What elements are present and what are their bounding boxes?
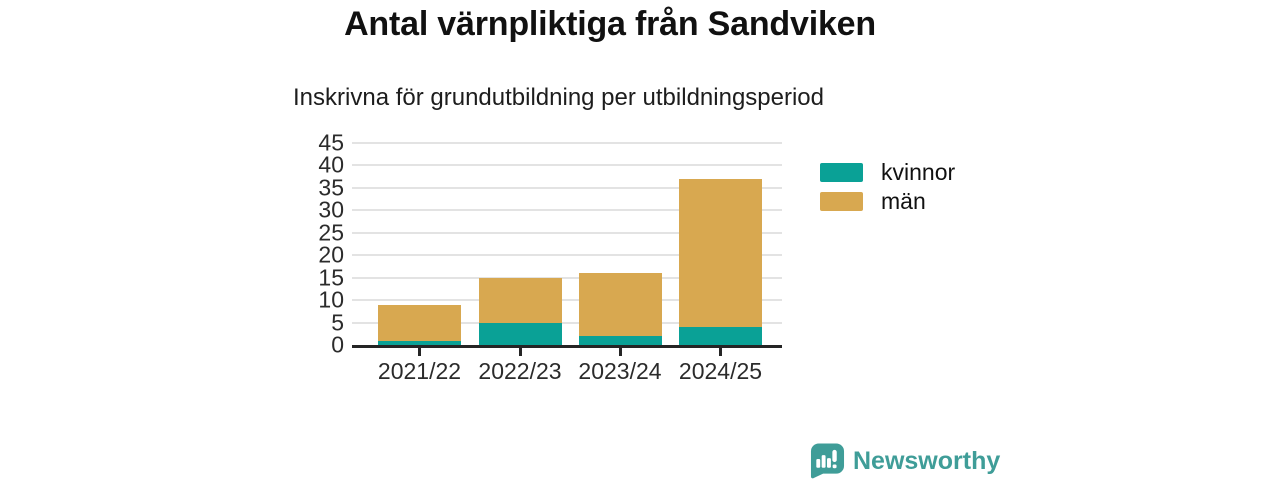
bar-segment-kvinnor [378, 340, 461, 345]
x-axis-tick [418, 348, 421, 356]
legend-swatch-kvinnor [820, 163, 863, 182]
y-axis-tick-label: 40 [318, 151, 344, 178]
y-axis-tick-label: 35 [318, 174, 344, 201]
bar-segment-män [679, 178, 762, 328]
x-axis-tick [618, 348, 622, 356]
plot-area: 0 5 10 15 20 25 30 35 40 45 2021/22 2022/23 2023/24 2… [318, 131, 782, 384]
x-axis-tick-label: 2023/24 [578, 358, 662, 384]
y-axis-tick-label: 5 [331, 309, 344, 336]
bar-segment-kvinnor [478, 322, 562, 345]
x-axis-line [352, 345, 782, 348]
x-axis-tick-label: 2021/22 [377, 358, 462, 384]
x-axis-tick [518, 348, 522, 356]
chart-subtitle: Inskrivna för grundutbildning per utbild… [293, 84, 824, 111]
x-axis-tick-label: 2022/23 [478, 358, 562, 384]
gridline-y35 [352, 186, 782, 189]
bar-segment-män [478, 277, 562, 323]
chart-title: Antal värnpliktiga från Sandviken [344, 5, 876, 43]
y-axis-tick-label: 25 [318, 219, 344, 246]
legend-item-kvinnor: kvinnor [820, 159, 956, 185]
gridline-y25 [352, 231, 782, 234]
x-axis-tick-label: 2024/25 [678, 358, 763, 384]
legend-label: män [881, 188, 926, 214]
brand-link[interactable]: Newsworthy [810, 442, 1000, 480]
x-axis-tick [719, 348, 722, 356]
gridline-y15 [352, 276, 782, 279]
y-axis-tick-label: 20 [318, 241, 344, 268]
y-axis-tick-label: 0 [331, 331, 344, 358]
gridline-y30 [352, 209, 782, 212]
gridline-y10 [352, 299, 782, 302]
gridline-y20 [352, 254, 782, 257]
brand-name: Newsworthy [853, 447, 1001, 475]
gridline-y45 [352, 142, 782, 144]
newsworthy-logo-icon [810, 442, 845, 480]
gridline-y40 [352, 164, 782, 167]
legend: kvinnor män [820, 159, 956, 214]
bar-segment-kvinnor [578, 336, 662, 345]
legend-label: kvinnor [881, 159, 956, 185]
bar-segment-kvinnor [679, 327, 762, 345]
legend-swatch-män [820, 192, 863, 211]
bar-segment-män [378, 304, 461, 341]
y-axis-tick-label: 45 [318, 129, 344, 156]
gridline-y5 [352, 321, 782, 324]
legend-item-män: män [820, 188, 955, 214]
y-axis-tick-label: 30 [318, 196, 344, 223]
bar-segment-män [578, 273, 662, 337]
y-axis-tick-label: 10 [318, 286, 344, 313]
y-axis-tick-label: 15 [318, 264, 344, 291]
